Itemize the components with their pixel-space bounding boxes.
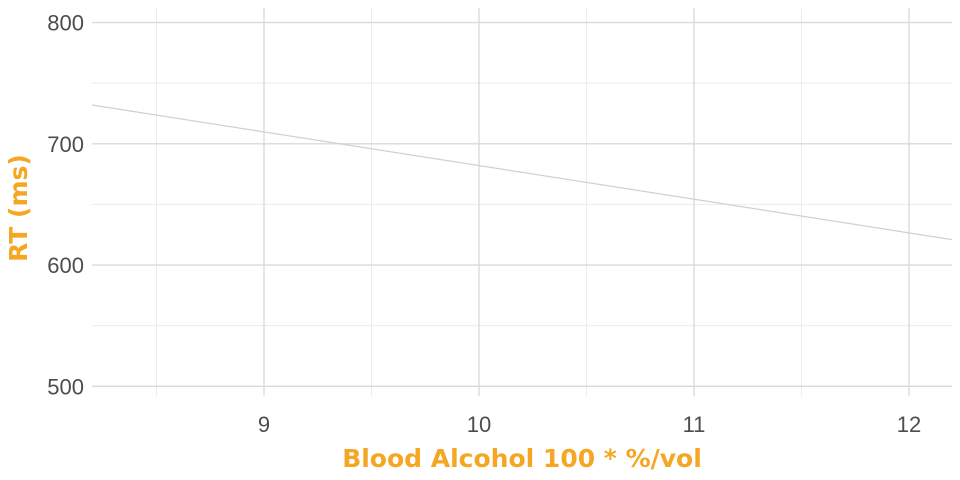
x-tick-labels: 9 10 11 12: [258, 412, 921, 437]
y-axis-title: RT (ms): [4, 154, 33, 262]
x-tick-label: 12: [897, 412, 921, 437]
x-tick-label: 11: [683, 412, 706, 437]
minor-gridlines: [92, 8, 952, 396]
series-line: [91, 104, 953, 241]
x-tick-label: 9: [258, 412, 270, 437]
x-tick-label: 10: [467, 412, 491, 437]
major-gridlines: [92, 8, 952, 396]
y-tick-label: 800: [47, 11, 84, 36]
series-layer: [91, 104, 953, 241]
x-axis-title: Blood Alcohol 100 * %/vol: [342, 444, 702, 473]
y-tick-label: 500: [47, 374, 84, 399]
y-tick-label: 600: [47, 253, 84, 278]
y-tick-labels: 500 600 700 800: [47, 11, 84, 400]
y-tick-label: 700: [47, 132, 84, 157]
